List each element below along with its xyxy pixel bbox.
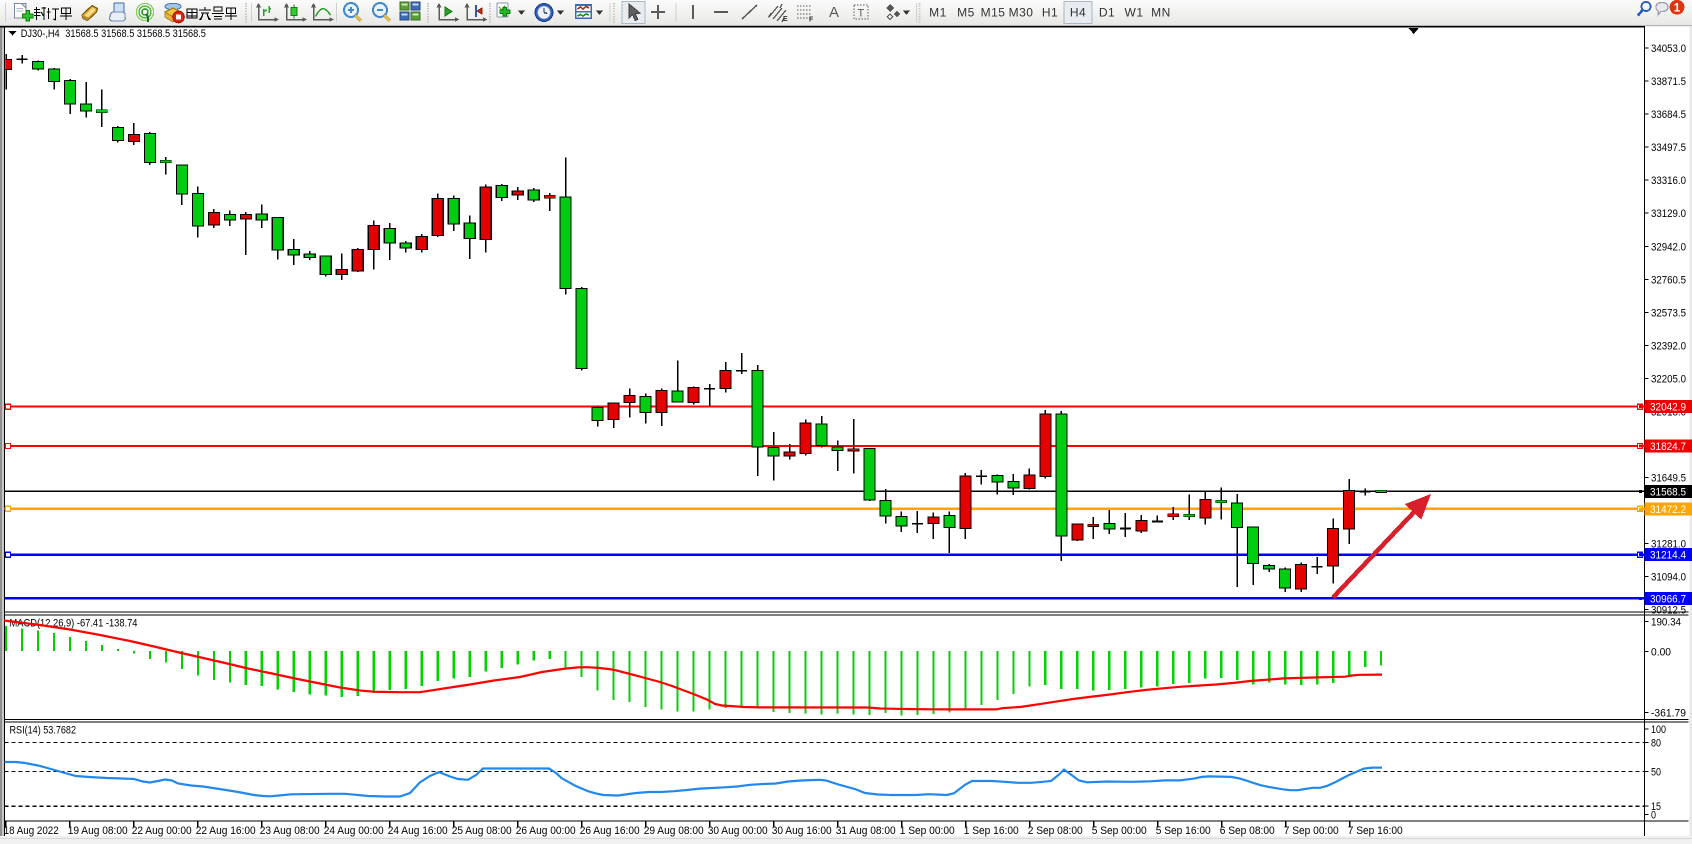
svg-text:31649.5: 31649.5 [1651, 472, 1686, 484]
svg-text:31568.5: 31568.5 [1650, 486, 1686, 498]
svg-text:25 Aug 08:00: 25 Aug 08:00 [452, 825, 512, 837]
svg-text:0: 0 [1651, 810, 1656, 822]
svg-text:30912.5: 30912.5 [1651, 604, 1686, 616]
svg-text:22 Aug 16:00: 22 Aug 16:00 [196, 825, 256, 837]
svg-text:F: F [809, 17, 814, 24]
svg-text:MN: MN [1151, 6, 1171, 20]
svg-text:32392.0: 32392.0 [1651, 340, 1686, 352]
svg-text:0.00: 0.00 [1651, 646, 1671, 658]
svg-text:24 Aug 00:00: 24 Aug 00:00 [324, 825, 384, 837]
svg-text:E: E [783, 16, 788, 23]
svg-text:31 Aug 08:00: 31 Aug 08:00 [836, 825, 896, 837]
svg-text:6 Sep 08:00: 6 Sep 08:00 [1220, 825, 1275, 837]
svg-text:80: 80 [1651, 737, 1661, 749]
svg-text:H4: H4 [1070, 6, 1086, 20]
svg-text:5 Sep 00:00: 5 Sep 00:00 [1092, 825, 1147, 837]
svg-text:7 Sep 16:00: 7 Sep 16:00 [1348, 825, 1403, 837]
svg-text:29 Aug 08:00: 29 Aug 08:00 [644, 825, 704, 837]
svg-text:22 Aug 00:00: 22 Aug 00:00 [132, 825, 192, 837]
svg-text:MACD(12,26,9) -67.41 -138.74: MACD(12,26,9) -67.41 -138.74 [10, 618, 138, 630]
svg-text:1 Sep 16:00: 1 Sep 16:00 [964, 825, 1019, 837]
svg-text:32942.0: 32942.0 [1651, 241, 1686, 253]
svg-text:31472.2: 31472.2 [1650, 504, 1686, 516]
svg-text:15: 15 [1651, 801, 1661, 813]
svg-text:DJ30-,H4: DJ30-,H4 [21, 28, 60, 40]
svg-text:-361.79: -361.79 [1651, 707, 1686, 719]
svg-text:W1: W1 [1125, 6, 1144, 20]
svg-text:30966.7: 30966.7 [1650, 593, 1686, 605]
svg-text:190.34: 190.34 [1651, 617, 1681, 629]
svg-text:31094.0: 31094.0 [1651, 571, 1686, 583]
svg-text:34053.0: 34053.0 [1651, 43, 1686, 55]
svg-text:2 Sep 08:00: 2 Sep 08:00 [1028, 825, 1083, 837]
svg-text:23 Aug 08:00: 23 Aug 08:00 [260, 825, 320, 837]
svg-text:33129.0: 33129.0 [1651, 208, 1686, 220]
svg-text:24 Aug 16:00: 24 Aug 16:00 [388, 825, 448, 837]
svg-text:100: 100 [1651, 724, 1666, 736]
svg-text:33497.5: 33497.5 [1651, 142, 1686, 154]
svg-text:32042.9: 32042.9 [1650, 402, 1686, 414]
svg-text:M30: M30 [1009, 6, 1034, 20]
svg-text:D1: D1 [1099, 6, 1115, 20]
svg-text:H1: H1 [1042, 6, 1058, 20]
svg-text:31568.5 31568.5 31568.5 31568.: 31568.5 31568.5 31568.5 31568.5 [65, 28, 206, 40]
svg-text:5 Sep 16:00: 5 Sep 16:00 [1156, 825, 1211, 837]
svg-text:M5: M5 [957, 6, 975, 20]
svg-text:50: 50 [1651, 767, 1661, 779]
svg-text:30 Aug 16:00: 30 Aug 16:00 [772, 825, 832, 837]
svg-text:33316.0: 33316.0 [1651, 175, 1686, 187]
svg-text:32760.5: 32760.5 [1651, 274, 1686, 286]
svg-text:31281.0: 31281.0 [1651, 538, 1686, 550]
svg-text:33871.5: 33871.5 [1651, 76, 1686, 88]
svg-text:33684.5: 33684.5 [1651, 109, 1686, 121]
svg-text:1 Sep 00:00: 1 Sep 00:00 [900, 825, 955, 837]
svg-text:M1: M1 [929, 6, 947, 20]
svg-text:A: A [829, 4, 839, 21]
svg-text:18 Aug 2022: 18 Aug 2022 [4, 825, 59, 837]
svg-text:32573.5: 32573.5 [1651, 307, 1686, 319]
svg-text:7 Sep 00:00: 7 Sep 00:00 [1284, 825, 1339, 837]
svg-text:31824.7: 31824.7 [1650, 441, 1686, 453]
svg-text:26 Aug 16:00: 26 Aug 16:00 [580, 825, 640, 837]
svg-text:M15: M15 [981, 6, 1006, 20]
svg-text:1: 1 [1674, 1, 1681, 15]
svg-text:32205.0: 32205.0 [1651, 373, 1686, 385]
svg-text:30 Aug 00:00: 30 Aug 00:00 [708, 825, 768, 837]
svg-text:RSI(14) 53.7682: RSI(14) 53.7682 [10, 725, 77, 737]
svg-text:31214.4: 31214.4 [1650, 550, 1686, 562]
svg-text:T: T [858, 8, 865, 20]
svg-text:26 Aug 00:00: 26 Aug 00:00 [516, 825, 576, 837]
svg-text:19 Aug 08:00: 19 Aug 08:00 [68, 825, 128, 837]
